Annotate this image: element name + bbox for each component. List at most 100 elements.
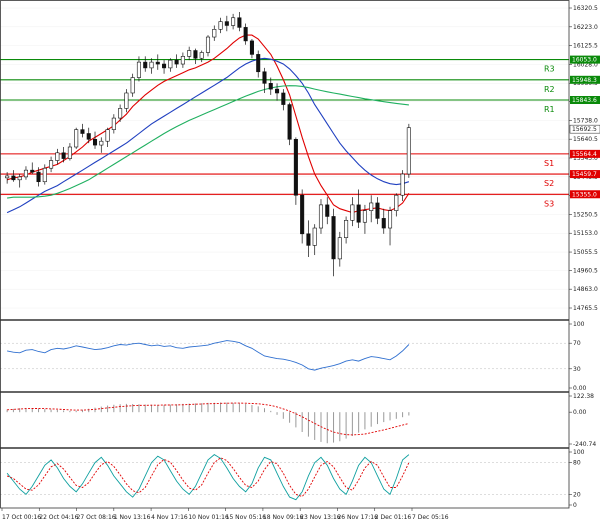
candle	[180, 52, 185, 68]
candle-body	[350, 204, 355, 221]
candle-body	[168, 59, 173, 69]
candle	[143, 56, 148, 72]
candle	[337, 231, 342, 267]
candle	[199, 50, 204, 63]
level-name-s2: S2	[544, 179, 554, 188]
candle-body	[143, 61, 148, 69]
level-tag-value: 15355.0	[572, 191, 597, 198]
time-tick-label: 1 Nov 13:16	[114, 514, 151, 521]
main-price-axis: 16320.516223.016125.516028.015930.515835…	[569, 5, 598, 312]
candle	[369, 195, 374, 223]
candle-body	[275, 88, 280, 94]
candle	[105, 127, 110, 148]
candle-body	[174, 59, 179, 65]
candle	[381, 208, 386, 234]
level-name-s3: S3	[544, 199, 554, 208]
candlesticks	[5, 11, 411, 277]
level-price-tags: 16053.0 15948.3 15843.6 15564.4 15459.7 15355…	[569, 55, 600, 199]
candle-body	[61, 152, 66, 159]
price-tick-label: 15640.5	[573, 136, 598, 143]
candle	[325, 197, 330, 225]
level-name-s1: S1	[544, 159, 554, 168]
candle	[281, 89, 286, 111]
price-tick-label: 16320.5	[573, 5, 598, 12]
candle-body	[111, 117, 116, 130]
time-tick-label: 10 Nov 01:16	[188, 514, 229, 521]
level-tag-s1	[570, 149, 600, 158]
level-tag-value: 15564.4	[572, 151, 597, 158]
price-tick-label: 16028.0	[573, 61, 598, 68]
candle	[124, 89, 129, 113]
candle	[400, 170, 405, 202]
candle	[136, 56, 141, 82]
level-name-r1: R1	[544, 105, 555, 114]
candle	[306, 220, 311, 257]
stochastic-line	[6, 454, 410, 501]
candle	[224, 15, 229, 32]
price-tick-label: 15153.0	[573, 230, 598, 237]
candle-body	[262, 71, 267, 84]
candle	[312, 224, 317, 256]
candle-body	[268, 83, 273, 90]
time-tick-label: 23 Nov 13:16	[300, 514, 341, 521]
candle	[231, 13, 236, 30]
moving-average-line	[6, 57, 410, 214]
candle	[55, 148, 60, 165]
candle-body	[312, 227, 317, 246]
candle-body	[218, 21, 223, 30]
candle-body	[136, 61, 141, 78]
stochastic-panel: 100 80 20 0	[0, 449, 585, 509]
candle	[49, 156, 54, 173]
candle	[155, 54, 160, 70]
candle-body	[99, 140, 104, 146]
time-tick-label: 18 Nov 09:16	[263, 514, 304, 521]
price-tick-label: 16125.5	[573, 43, 598, 50]
candle-body	[306, 233, 311, 246]
candle-body	[67, 146, 72, 159]
candle-body	[55, 152, 60, 161]
candle-body	[293, 138, 298, 196]
panel-tick-label: 100	[573, 449, 585, 456]
level-name-r3: R3	[544, 65, 555, 74]
last-price-tag	[569, 124, 600, 134]
time-tick-label: 4 Nov 17:16	[151, 514, 188, 521]
oscillator-panel-1: 100 70 30 0.00	[0, 321, 587, 392]
candle	[287, 102, 292, 146]
candle-body	[400, 173, 405, 196]
candle	[268, 77, 273, 95]
candle	[256, 50, 261, 78]
signal-line	[7, 402, 410, 436]
candle-body	[130, 77, 135, 94]
candle	[61, 147, 66, 163]
time-tick-label: 15 Nov 05:16	[226, 514, 267, 521]
moving-averages	[6, 34, 410, 214]
candle-body	[287, 104, 292, 140]
panel-tick-label: -240.74	[573, 441, 596, 448]
candle	[11, 170, 16, 182]
candle	[174, 54, 179, 68]
candle-body	[36, 171, 41, 183]
candle-body	[394, 194, 399, 211]
panel-tick-label: 0	[573, 502, 577, 509]
time-tick-label: 17 Oct 00:16	[2, 514, 41, 521]
candle-body	[149, 61, 154, 69]
candle-body	[92, 138, 98, 146]
level-tag-r1	[570, 96, 600, 105]
candle-body	[86, 133, 91, 140]
candle	[5, 172, 10, 184]
price-tick-label: 14765.5	[573, 305, 598, 312]
candle-body	[325, 204, 330, 217]
candle	[193, 48, 198, 65]
candle	[344, 216, 349, 244]
plot-border	[0, 0, 570, 509]
time-tick-label: 27 Oct 08:16	[77, 514, 116, 521]
candle	[42, 164, 47, 185]
candle	[300, 189, 305, 244]
candle	[375, 197, 380, 225]
candle-body	[30, 169, 35, 173]
candle	[67, 143, 72, 161]
time-tick-label: 26 Nov 17:16	[337, 514, 378, 521]
candle-body	[124, 92, 129, 109]
candle	[30, 162, 35, 175]
